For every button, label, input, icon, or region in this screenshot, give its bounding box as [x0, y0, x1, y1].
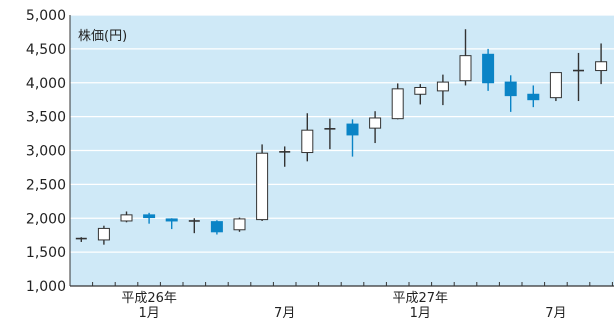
candle [414, 84, 427, 105]
candle-body [414, 86, 427, 95]
candle-body [210, 221, 223, 233]
candle [233, 217, 246, 232]
candle-body [143, 214, 156, 219]
y-unit-label: 株価(円) [78, 29, 127, 44]
grid-lines [70, 14, 614, 253]
candle-body [165, 218, 178, 222]
candle [143, 212, 156, 224]
candle-body [120, 214, 133, 222]
candle [75, 237, 87, 242]
candle [97, 225, 110, 245]
candle [391, 83, 404, 120]
candle [301, 113, 314, 162]
x-axis-label: 7月 [545, 306, 566, 321]
candle [595, 43, 608, 85]
x-axis-label: 1月 [138, 306, 159, 321]
candle [120, 211, 133, 223]
candle-body [391, 88, 404, 120]
candle-body [482, 53, 495, 84]
x-axis-label: 平成27年 [393, 291, 449, 306]
candle [459, 29, 472, 86]
x-axis-label: 7月 [274, 306, 295, 321]
y-tick-label: 3,000 [26, 144, 66, 160]
candles [75, 29, 608, 245]
candle [549, 72, 562, 102]
candle [527, 85, 540, 108]
candle-body [256, 152, 269, 221]
candle [165, 218, 178, 230]
candle-body [436, 81, 449, 92]
axes [69, 15, 614, 287]
candle [436, 74, 449, 106]
y-tick-label: 4,500 [26, 42, 66, 58]
candle [482, 48, 495, 91]
candle [210, 220, 223, 235]
y-tick-label: 5,000 [26, 8, 66, 24]
y-tick-label: 2,000 [26, 211, 66, 227]
candle [369, 111, 382, 144]
y-tick-label: 1,500 [26, 245, 66, 261]
x-axis-label: 1月 [410, 306, 431, 321]
candle-body [504, 81, 517, 97]
candle [573, 52, 584, 102]
candle-body [595, 61, 608, 72]
y-tick-label: 3,500 [26, 110, 66, 126]
candle-body [97, 227, 110, 241]
candle-body [549, 72, 562, 99]
x-axis-label: 平成26年 [121, 291, 177, 306]
candle [188, 218, 200, 234]
candle [256, 144, 269, 221]
candle-body [346, 123, 359, 136]
y-tick-label: 2,500 [26, 177, 66, 193]
y-tick-label: 4,000 [26, 76, 66, 92]
candle [346, 119, 359, 157]
y-tick-label: 1,000 [26, 279, 66, 295]
candle [504, 75, 517, 112]
candle-body [459, 55, 472, 82]
candle-body [233, 218, 246, 231]
candle [324, 118, 336, 150]
candle-body [527, 93, 540, 101]
candle-body [369, 117, 382, 129]
candle-body [301, 129, 314, 154]
y-axis-tick-labels: 1,000 1,500 2,000 2,500 3,000 3,500 4,000 4,500… [26, 8, 66, 295]
candle [279, 146, 291, 167]
